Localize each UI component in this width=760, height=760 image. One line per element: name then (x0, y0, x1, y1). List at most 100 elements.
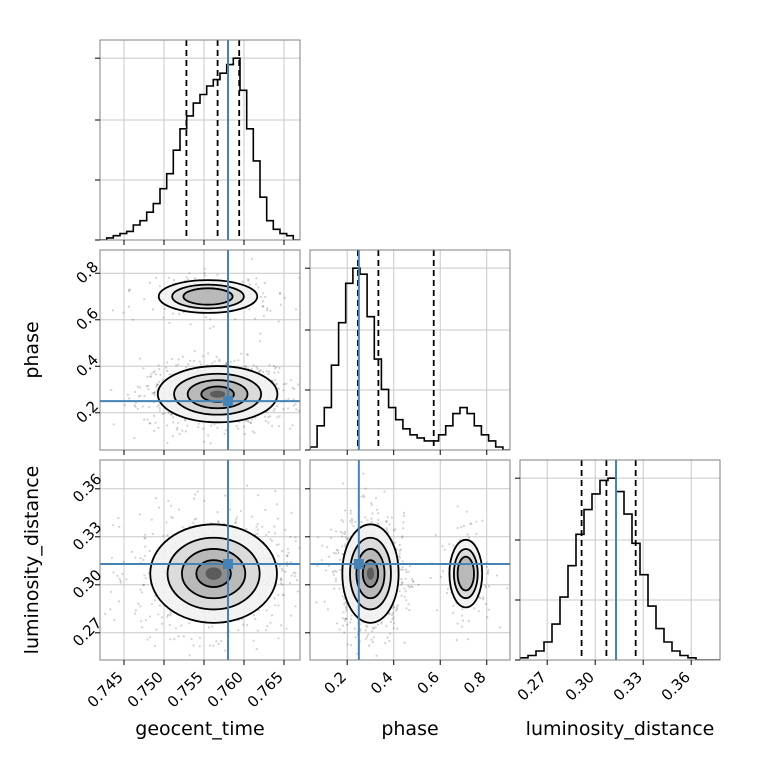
scatter-point (301, 578, 303, 580)
x-tick-label: 0.745 (84, 668, 127, 711)
scatter-point (161, 622, 164, 625)
scatter-point (278, 415, 281, 418)
scatter-point (187, 363, 190, 366)
scatter-point (158, 403, 161, 406)
scatter-point (153, 394, 156, 397)
scatter-point (344, 617, 347, 620)
scatter-point (144, 577, 147, 580)
scatter-point (119, 581, 122, 584)
scatter-point (338, 628, 341, 631)
scatter-point (170, 516, 173, 519)
scatter-point (269, 538, 272, 541)
scatter-point (271, 539, 274, 542)
scatter-point (270, 614, 274, 617)
scatter-point (344, 601, 347, 604)
scatter-point (323, 638, 325, 640)
scatter-point (334, 577, 338, 580)
scatter-point (395, 606, 398, 609)
scatter-point (346, 623, 349, 626)
scatter-point (112, 524, 115, 527)
scatter-point (172, 421, 175, 424)
scatter-point (178, 312, 181, 315)
scatter-point (166, 613, 170, 617)
scatter-point (177, 421, 180, 424)
scatter-point (165, 369, 169, 373)
density-fill (366, 567, 375, 580)
scatter-point (158, 406, 161, 410)
scatter-point (466, 638, 469, 641)
scatter-point (338, 587, 341, 590)
scatter-point (195, 517, 198, 520)
scatter-point (262, 314, 265, 317)
scatter-point (294, 540, 297, 543)
scatter-point (399, 548, 402, 551)
scatter-point (166, 361, 169, 364)
x-label-luminosity-distance: luminosity_distance (526, 718, 715, 740)
y-label-phase: phase (21, 321, 43, 378)
scatter-point (218, 358, 221, 361)
scatter-point (364, 637, 367, 641)
scatter-point (277, 637, 280, 640)
scatter-point (134, 390, 137, 393)
scatter-point (280, 567, 283, 570)
scatter-point (169, 638, 172, 641)
scatter-point (408, 565, 412, 568)
scatter-point (383, 490, 386, 493)
density-contour (156, 365, 279, 424)
scatter-point (275, 366, 278, 369)
scatter-point (247, 420, 250, 423)
scatter-point (146, 384, 150, 387)
scatter-point (172, 312, 175, 315)
scatter-point (402, 521, 405, 524)
scatter-point (268, 364, 271, 367)
scatter-point (375, 654, 378, 657)
scatter-point (155, 276, 158, 279)
scatter-point (326, 546, 329, 549)
scatter-point (155, 385, 158, 389)
scatter-point (294, 308, 298, 311)
scatter-point (293, 575, 296, 578)
scatter-point (278, 292, 281, 295)
scatter-point (360, 520, 363, 524)
scatter-point (263, 415, 266, 418)
scatter-point (370, 503, 373, 507)
scatter-point (371, 512, 374, 515)
scatter-point (207, 434, 210, 437)
scatter-point (267, 421, 270, 424)
scatter-point (392, 627, 395, 630)
joint-plots-layer (81, 40, 720, 660)
scatter-point (208, 327, 212, 330)
scatter-point (272, 364, 275, 368)
scatter-point (434, 534, 437, 537)
scatter-point (197, 422, 200, 425)
scatter-point (237, 427, 240, 430)
density-contour (456, 555, 475, 592)
scatter-point (256, 629, 259, 632)
scatter-point (185, 276, 188, 279)
scatter-point (321, 544, 324, 547)
x-tick-label: 0.765 (244, 668, 287, 711)
scatter-point (212, 644, 215, 647)
scatter-point (158, 409, 161, 412)
scatter-point (398, 556, 402, 559)
scatter-point (216, 426, 219, 429)
scatter-point (486, 616, 489, 619)
scatter-point (203, 499, 206, 502)
scatter-point (118, 525, 121, 529)
scatter-point (187, 278, 190, 281)
axes-geocent_time-geocent_time (95, 39, 301, 245)
scatter-point (188, 272, 191, 275)
scatter-point (257, 286, 260, 289)
scatter-point (365, 624, 368, 627)
scatter-point (81, 509, 83, 511)
scatter-point (484, 584, 487, 587)
scatter-point (140, 626, 144, 629)
scatter-point (277, 543, 280, 546)
scatter-point (396, 627, 399, 631)
scatter-point (172, 279, 175, 282)
scatter-point (192, 644, 195, 647)
scatter-point (469, 522, 472, 525)
scatter-point (292, 398, 295, 401)
density-contour (355, 548, 386, 600)
scatter-point (274, 604, 277, 607)
